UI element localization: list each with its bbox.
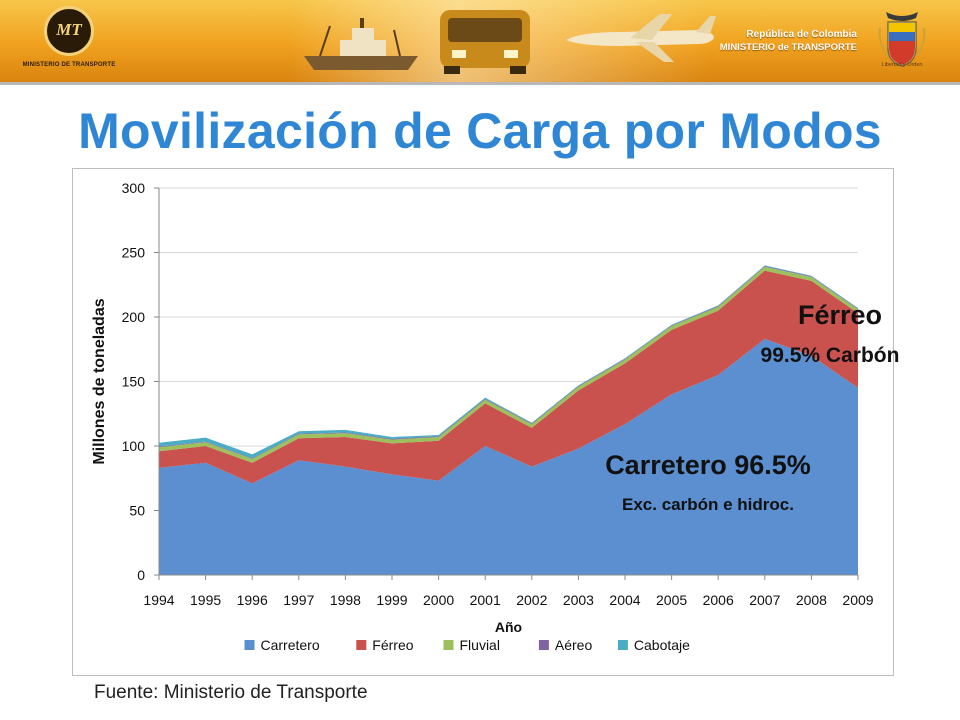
legend-label: Fluvial	[460, 637, 500, 653]
legend-label: Cabotaje	[634, 637, 690, 653]
x-tick-label: 1998	[330, 592, 361, 608]
axes: 0 50 100 150 200 250 300 1994 1995 1996 1997 1998 19…	[91, 180, 874, 635]
y-tick-label: 100	[122, 438, 146, 454]
x-tick-label: 1997	[283, 592, 314, 608]
y-tick-label: 200	[122, 309, 146, 325]
x-tick-label: 2007	[749, 592, 780, 608]
slide-title: Movilización de Carga por Modos	[78, 103, 882, 159]
source-note: Fuente: Ministerio de Transporte	[94, 682, 368, 703]
header-divider	[0, 82, 960, 85]
x-tick-label: 2005	[656, 592, 687, 608]
ferreo-annotation-detail: 99.5% Carbón	[760, 344, 900, 367]
logo-mark: MT	[56, 20, 82, 39]
legend-swatch-carretero	[244, 640, 255, 650]
airplane-icon	[566, 14, 716, 62]
y-tick-label: 250	[122, 245, 146, 261]
x-tick-label: 1994	[143, 592, 174, 608]
area-férreo	[159, 270, 858, 484]
area-series	[159, 265, 858, 575]
y-tick-label: 150	[122, 374, 146, 390]
x-tick-label: 2009	[842, 592, 873, 608]
ministry-logo: MT MINISTERIO DE TRANSPORTE	[14, 6, 124, 76]
bus-icon	[440, 10, 530, 74]
legend-label: Aéreo	[555, 637, 593, 653]
government-text: República de Colombia MINISTERIO de TRAN…	[712, 28, 857, 54]
x-tick-label: 1995	[190, 592, 221, 608]
x-tick-label: 1996	[237, 592, 268, 608]
y-axis-title: Millones de toneladas	[91, 298, 108, 464]
ministry-logo-icon: MT	[44, 6, 94, 56]
government-line1: República de Colombia	[746, 29, 857, 40]
x-tick-label: 2000	[423, 592, 454, 608]
coat-of-arms-icon	[878, 12, 926, 67]
legend-swatch-fluvial	[443, 640, 454, 650]
legend-swatch-aéreo	[538, 640, 549, 650]
carretero-annotation: Carretero 96.5%	[605, 450, 811, 480]
legend-label: Férreo	[372, 637, 413, 653]
legend: Carretero Férreo Fluvial Aéreo Cabotaje	[244, 637, 690, 653]
x-tick-label: 2002	[516, 592, 547, 608]
header-banner: MT MINISTERIO DE TRANSPORTE República de…	[0, 0, 960, 82]
y-tick-label: 300	[122, 180, 146, 196]
carretero-annotation-detail: Exc. carbón e hidroc.	[622, 495, 794, 514]
x-tick-label: 2001	[470, 592, 501, 608]
y-tick-label: 0	[137, 567, 145, 583]
x-tick-label: 2003	[563, 592, 594, 608]
legend-label: Carretero	[261, 637, 320, 653]
logo-caption: MINISTERIO DE TRANSPORTE	[22, 62, 116, 68]
legend-swatch-cabotaje	[617, 640, 628, 650]
legend-swatch-férreo	[356, 640, 367, 650]
x-tick-label: 1999	[376, 592, 407, 608]
x-axis-title: Año	[495, 619, 522, 635]
government-line2: MINISTERIO de TRANSPORTE	[719, 42, 857, 53]
y-tick-label: 50	[129, 503, 145, 519]
x-tick-label: 2008	[796, 592, 827, 608]
x-tick-label: 2004	[609, 592, 640, 608]
area-carretero	[159, 338, 858, 575]
ship-icon	[304, 18, 418, 70]
ferreo-annotation: Férreo	[797, 300, 883, 330]
crest-caption: Libertad y Orden	[881, 62, 923, 68]
x-tick-label: 2006	[703, 592, 734, 608]
